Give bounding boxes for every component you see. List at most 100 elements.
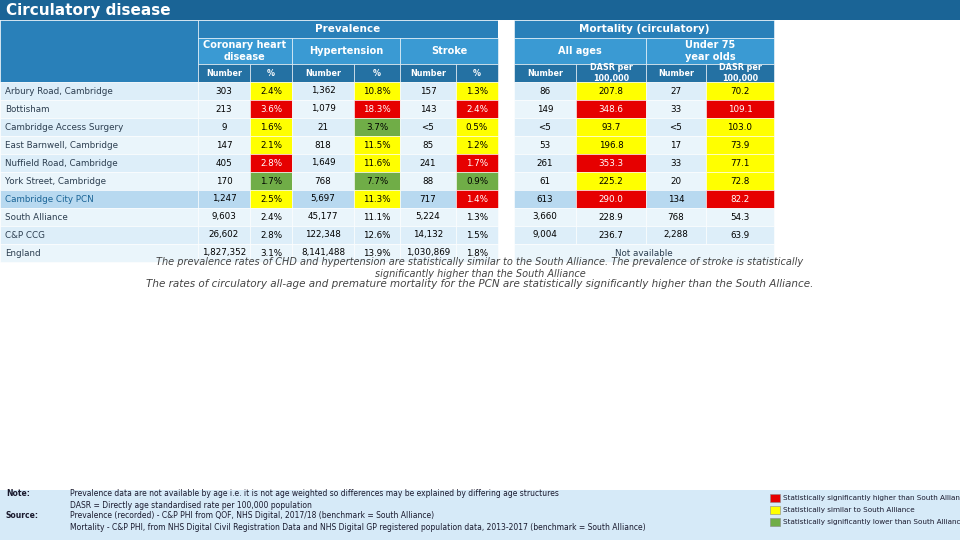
FancyBboxPatch shape: [292, 172, 354, 190]
Text: 1,079: 1,079: [311, 105, 335, 113]
Text: 17: 17: [670, 140, 682, 150]
Text: Bottisham: Bottisham: [5, 105, 50, 113]
Text: 236.7: 236.7: [599, 231, 623, 240]
FancyBboxPatch shape: [498, 118, 514, 136]
FancyBboxPatch shape: [770, 506, 780, 514]
FancyBboxPatch shape: [646, 226, 706, 244]
Text: Statistically significantly lower than South Alliance: Statistically significantly lower than S…: [783, 519, 960, 525]
FancyBboxPatch shape: [514, 38, 646, 64]
Text: 2.4%: 2.4%: [466, 105, 488, 113]
FancyBboxPatch shape: [498, 244, 514, 262]
FancyBboxPatch shape: [456, 172, 498, 190]
Text: <5: <5: [539, 123, 551, 132]
Text: 88: 88: [422, 177, 434, 186]
Text: 147: 147: [216, 140, 232, 150]
Text: 11.1%: 11.1%: [363, 213, 391, 221]
FancyBboxPatch shape: [250, 190, 292, 208]
FancyBboxPatch shape: [514, 154, 576, 172]
FancyBboxPatch shape: [514, 190, 576, 208]
Text: 170: 170: [216, 177, 232, 186]
FancyBboxPatch shape: [456, 208, 498, 226]
Text: Cambridge City PCN: Cambridge City PCN: [5, 194, 94, 204]
Text: 353.3: 353.3: [598, 159, 624, 167]
Text: 2.4%: 2.4%: [260, 213, 282, 221]
FancyBboxPatch shape: [514, 100, 576, 118]
FancyBboxPatch shape: [576, 172, 646, 190]
Text: %: %: [267, 69, 275, 78]
Text: 207.8: 207.8: [598, 86, 623, 96]
FancyBboxPatch shape: [198, 154, 250, 172]
FancyBboxPatch shape: [576, 190, 646, 208]
Text: %: %: [473, 69, 481, 78]
Text: 122,348: 122,348: [305, 231, 341, 240]
Text: 2.1%: 2.1%: [260, 140, 282, 150]
Text: All ages: All ages: [558, 46, 602, 56]
Text: 1,362: 1,362: [311, 86, 335, 96]
FancyBboxPatch shape: [292, 118, 354, 136]
Text: Hypertension: Hypertension: [309, 46, 383, 56]
Text: 5,697: 5,697: [311, 194, 335, 204]
Text: East Barnwell, Cambridge: East Barnwell, Cambridge: [5, 140, 118, 150]
Text: 1,827,352: 1,827,352: [202, 248, 246, 258]
FancyBboxPatch shape: [456, 190, 498, 208]
Text: 18.3%: 18.3%: [363, 105, 391, 113]
Text: 213: 213: [216, 105, 232, 113]
FancyBboxPatch shape: [646, 190, 706, 208]
Text: 228.9: 228.9: [599, 213, 623, 221]
Text: 63.9: 63.9: [731, 231, 750, 240]
Text: 1.2%: 1.2%: [466, 140, 488, 150]
Text: 109.1: 109.1: [728, 105, 753, 113]
Text: 261: 261: [537, 159, 553, 167]
Text: 93.7: 93.7: [601, 123, 621, 132]
Text: 1.5%: 1.5%: [466, 231, 488, 240]
Text: 0.9%: 0.9%: [466, 177, 488, 186]
Text: 11.3%: 11.3%: [363, 194, 391, 204]
FancyBboxPatch shape: [498, 82, 514, 100]
FancyBboxPatch shape: [354, 64, 400, 82]
FancyBboxPatch shape: [498, 190, 514, 208]
FancyBboxPatch shape: [706, 226, 774, 244]
Text: 9,004: 9,004: [533, 231, 558, 240]
FancyBboxPatch shape: [250, 82, 292, 100]
Text: South Alliance: South Alliance: [5, 213, 68, 221]
FancyBboxPatch shape: [198, 64, 250, 82]
FancyBboxPatch shape: [250, 208, 292, 226]
Text: Prevalence (recorded) - C&P PHI from QOF, NHS Digital, 2017/18 (benchmark = Sout: Prevalence (recorded) - C&P PHI from QOF…: [70, 511, 434, 521]
Text: Number: Number: [527, 69, 563, 78]
FancyBboxPatch shape: [646, 172, 706, 190]
FancyBboxPatch shape: [292, 100, 354, 118]
Text: 1.7%: 1.7%: [466, 159, 488, 167]
FancyBboxPatch shape: [400, 118, 456, 136]
FancyBboxPatch shape: [646, 82, 706, 100]
FancyBboxPatch shape: [292, 136, 354, 154]
Text: Prevalence data are not available by age i.e. it is not age weighted so differen: Prevalence data are not available by age…: [70, 489, 559, 498]
FancyBboxPatch shape: [646, 38, 774, 64]
FancyBboxPatch shape: [646, 118, 706, 136]
Text: Mortality (circulatory): Mortality (circulatory): [579, 24, 709, 34]
Text: 2,288: 2,288: [663, 231, 688, 240]
Text: 3.6%: 3.6%: [260, 105, 282, 113]
FancyBboxPatch shape: [498, 100, 514, 118]
Text: 26,602: 26,602: [209, 231, 239, 240]
FancyBboxPatch shape: [250, 136, 292, 154]
Text: DASR per
100,000: DASR per 100,000: [589, 63, 633, 83]
FancyBboxPatch shape: [646, 154, 706, 172]
FancyBboxPatch shape: [198, 38, 292, 64]
FancyBboxPatch shape: [400, 82, 456, 100]
Text: 1.3%: 1.3%: [466, 86, 488, 96]
FancyBboxPatch shape: [292, 38, 400, 64]
Text: Coronary heart
disease: Coronary heart disease: [204, 40, 287, 62]
Text: Nuffield Road, Cambridge: Nuffield Road, Cambridge: [5, 159, 118, 167]
FancyBboxPatch shape: [706, 136, 774, 154]
FancyBboxPatch shape: [646, 64, 706, 82]
FancyBboxPatch shape: [646, 100, 706, 118]
FancyBboxPatch shape: [0, 118, 198, 136]
Text: Number: Number: [305, 69, 341, 78]
FancyBboxPatch shape: [456, 244, 498, 262]
FancyBboxPatch shape: [514, 82, 576, 100]
FancyBboxPatch shape: [292, 244, 354, 262]
Text: The rates of circulatory all-age and premature mortality for the PCN are statist: The rates of circulatory all-age and pre…: [146, 279, 814, 289]
Text: DASR per
100,000: DASR per 100,000: [719, 63, 761, 83]
FancyBboxPatch shape: [354, 172, 400, 190]
FancyBboxPatch shape: [198, 190, 250, 208]
